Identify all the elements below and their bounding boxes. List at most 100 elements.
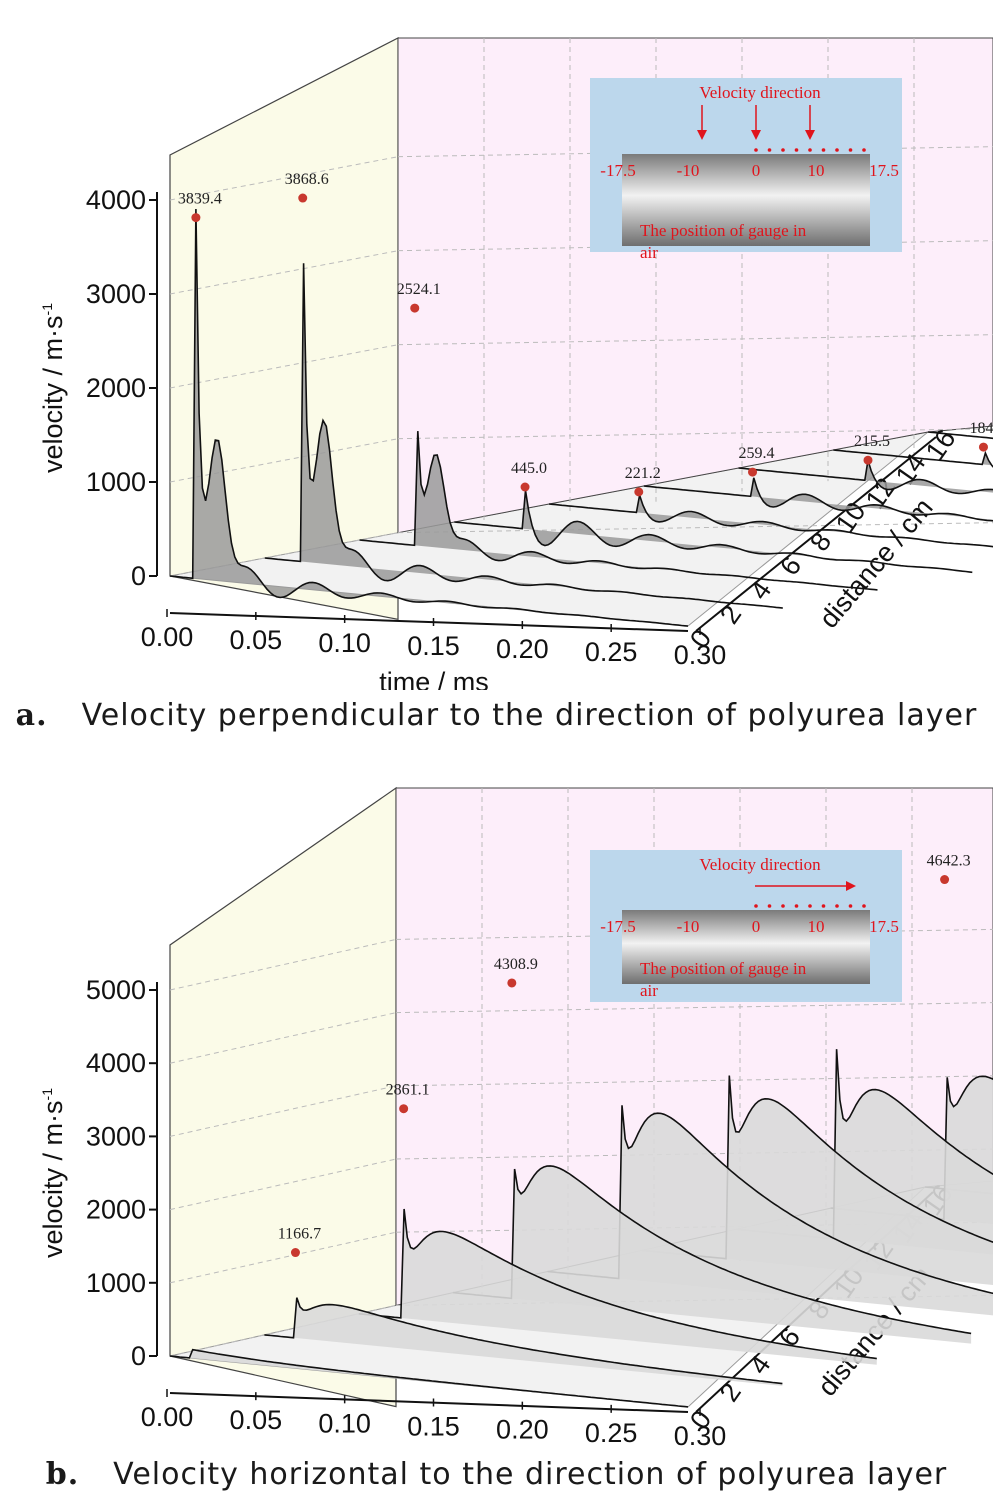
y-axis-title-superscript: -1 bbox=[39, 1088, 55, 1101]
y-tick-label: 3000 bbox=[86, 279, 146, 309]
position-label: 17.5 bbox=[869, 917, 899, 936]
grid-side bbox=[169, 1158, 397, 1211]
arrow-head-icon bbox=[805, 130, 815, 140]
grid-side bbox=[169, 344, 399, 389]
arrow-head-icon bbox=[846, 881, 856, 891]
gauge-dot bbox=[808, 148, 812, 152]
peak-value-label: 184.9 bbox=[969, 420, 993, 437]
gauge-dot bbox=[821, 148, 826, 152]
peak-value-label: 4642.3 bbox=[927, 853, 971, 870]
peak-value-label: 3868.6 bbox=[285, 171, 329, 188]
peak-marker bbox=[290, 1248, 300, 1258]
y-tick-label: 1000 bbox=[86, 467, 146, 497]
gauge-dot bbox=[862, 904, 866, 908]
y-tick-label: 0 bbox=[131, 1341, 146, 1371]
series-trace bbox=[548, 492, 993, 548]
caption-b: b. Velocity horizontal to the direction o… bbox=[0, 1457, 993, 1492]
series-trace bbox=[264, 263, 783, 609]
x-tick-label: 0.25 bbox=[585, 1418, 638, 1448]
caption-a-text: Velocity perpendicular to the direction … bbox=[81, 698, 978, 733]
gauge-dot bbox=[754, 904, 758, 908]
y-tick-label: 4000 bbox=[86, 185, 146, 215]
x-tick-label: 0.10 bbox=[318, 1408, 371, 1438]
series-line bbox=[169, 208, 689, 627]
position-label: -17.5 bbox=[600, 917, 635, 936]
series-line bbox=[547, 1105, 993, 1295]
series-line bbox=[264, 1297, 783, 1385]
peak-value-label: 1166.7 bbox=[278, 1226, 321, 1243]
peak-value-label: 2861.1 bbox=[386, 1082, 430, 1099]
gauge-dot bbox=[767, 148, 772, 152]
peak-marker bbox=[863, 455, 873, 465]
series-trace bbox=[169, 1348, 689, 1408]
peak-marker bbox=[191, 213, 201, 223]
gauge-bar bbox=[622, 910, 870, 984]
x-tick-label: 0.00 bbox=[141, 1402, 194, 1432]
arrow-head-icon bbox=[697, 130, 707, 140]
y-tick-label: 1000 bbox=[86, 1268, 146, 1298]
peak-value-label: 215.5 bbox=[854, 433, 890, 450]
position-label: 10 bbox=[808, 917, 825, 936]
series-line bbox=[643, 477, 993, 522]
gauge-dot bbox=[848, 904, 853, 908]
series-trace bbox=[359, 431, 878, 591]
series-trace bbox=[927, 431, 993, 440]
waterfall-chart-a: 0 1000 2000 3000 4000 velocity / m·s-1 0.00 0.0… bbox=[38, 37, 993, 690]
series-line bbox=[453, 1165, 972, 1335]
bar-label-2: air bbox=[640, 981, 658, 1000]
chart-panel-b: 0 1000 2000 3000 4000 5000 velocity / m·s-1 0.0… bbox=[0, 755, 993, 1510]
peak-marker bbox=[410, 303, 420, 313]
bar-label: The position of gauge in bbox=[640, 221, 807, 240]
grid-horizontal bbox=[397, 522, 993, 534]
series-line bbox=[264, 263, 783, 609]
series-trace bbox=[358, 1208, 877, 1365]
peak-marker bbox=[940, 875, 950, 885]
caption-a-letter: a. bbox=[15, 698, 48, 733]
grid-horizontal bbox=[395, 1075, 993, 1087]
z-axis-line bbox=[695, 436, 937, 632]
inset-title: Velocity direction bbox=[699, 855, 821, 874]
series-trace bbox=[264, 1297, 783, 1386]
y-tick-label: 0 bbox=[131, 561, 146, 591]
series-line bbox=[454, 490, 973, 574]
series-trace bbox=[643, 477, 993, 522]
grid-side bbox=[169, 1231, 397, 1284]
gauge-dot bbox=[835, 904, 839, 908]
series-trace bbox=[454, 490, 973, 574]
x-tick-label: 0.30 bbox=[674, 640, 727, 670]
x-tick-label: 0.00 bbox=[141, 622, 194, 652]
grid-side bbox=[169, 438, 399, 483]
x-tick-label: 0.30 bbox=[674, 1421, 727, 1450]
inset-diagram: Velocity direction -17.5 -10 0 10 17.5 The pos… bbox=[590, 78, 902, 262]
series-line bbox=[548, 492, 993, 548]
series-line bbox=[358, 1208, 877, 1360]
peak-marker bbox=[507, 978, 517, 988]
x-axis-title: time / ms bbox=[379, 1448, 489, 1451]
y-tick-label: 4000 bbox=[86, 1048, 146, 1078]
peak-value-label: 445.0 bbox=[511, 460, 547, 477]
series-area bbox=[736, 1049, 993, 1255]
inset-diagram: Velocity direction -17.5 -10 0 10 17.5 The pos… bbox=[590, 850, 902, 1002]
grid-horizontal bbox=[397, 428, 993, 440]
position-label: -17.5 bbox=[600, 161, 635, 180]
x-tick-label: 0.25 bbox=[585, 637, 638, 667]
caption-b-text: Velocity horizontal to the direction of … bbox=[113, 1457, 948, 1492]
peak-value-label: 3839.4 bbox=[178, 191, 222, 208]
gauge-dot bbox=[821, 904, 826, 908]
peak-marker bbox=[520, 482, 530, 492]
y-axis-title-superscript: -1 bbox=[39, 303, 55, 316]
series-trace bbox=[833, 449, 993, 468]
series-line bbox=[169, 1348, 689, 1408]
gauge-dot bbox=[848, 148, 853, 152]
grid-horizontal bbox=[397, 334, 993, 346]
waterfall-chart-b: 0 1000 2000 3000 4000 5000 velocity / m·s-1 0.0… bbox=[38, 786, 993, 1451]
y-tick-label: 2000 bbox=[86, 1195, 146, 1225]
series-line bbox=[641, 1075, 993, 1260]
x-tick-label: 0.05 bbox=[230, 625, 283, 655]
series-line bbox=[833, 449, 993, 468]
gauge-dot bbox=[862, 148, 866, 152]
x-tick-label: 0.05 bbox=[230, 1405, 283, 1435]
gauge-dot bbox=[781, 148, 785, 152]
grid-side bbox=[169, 1012, 397, 1064]
y-tick-label: 3000 bbox=[86, 1121, 146, 1151]
